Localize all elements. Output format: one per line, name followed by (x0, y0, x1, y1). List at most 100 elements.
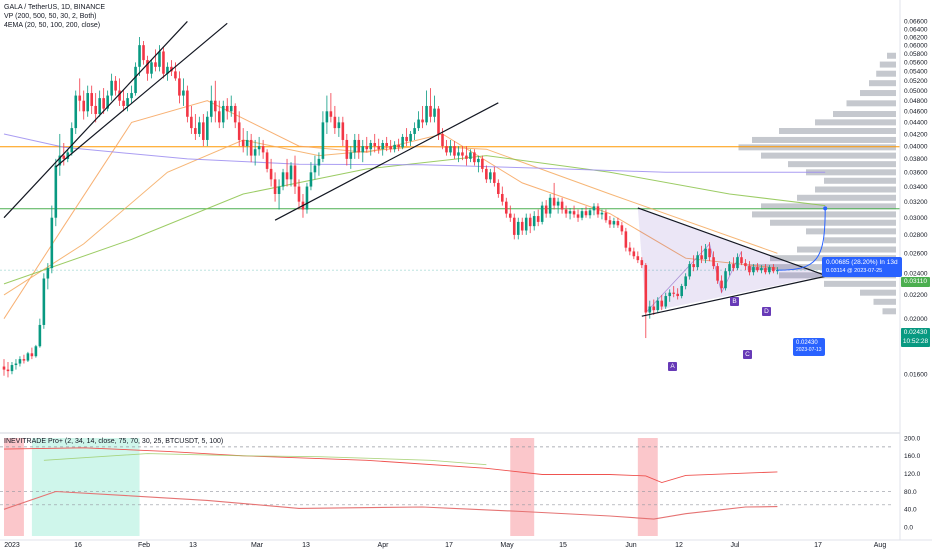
candle-body (660, 300, 664, 307)
candle-body (493, 172, 496, 183)
candle-body (225, 105, 229, 112)
oscillator-legend[interactable]: INEVITRADE Pro+ (2, 34, 14, close, 75, 7… (4, 438, 224, 445)
candle-body (150, 62, 153, 74)
price-tick-label: 0.06600 (904, 19, 928, 26)
candle-body (636, 256, 640, 261)
candle-body (461, 152, 464, 156)
candle-body (441, 133, 444, 147)
candle-body (261, 146, 265, 153)
candle-body (10, 365, 14, 372)
candle-body (206, 116, 209, 140)
candle-body (620, 225, 624, 232)
vp-indicator-label[interactable]: VP (200, 500, 50, 30, 2, Both) (4, 13, 97, 20)
candle-body (516, 221, 520, 235)
candle-body (377, 146, 381, 150)
time-tick-label: Mar (251, 542, 264, 549)
candle-body (604, 212, 608, 221)
volume-profile-bar (815, 186, 896, 193)
volume-profile-bar (860, 90, 896, 97)
volume-profile-bar (747, 264, 896, 271)
candle-body (600, 212, 604, 215)
candle-body (504, 201, 508, 214)
candle-body (285, 172, 289, 180)
candle-body (409, 133, 412, 142)
candle-body (174, 71, 177, 79)
candle-body (736, 257, 739, 269)
osc-tick-label: 120.0 (904, 471, 921, 478)
volume-profile-bar (788, 161, 896, 168)
candle-body (221, 105, 225, 123)
bar-countdown-badge: 10:52:28 (901, 337, 930, 347)
volume-profile-bar (761, 203, 896, 210)
last-price-box: 0.02430 2023-07-13 (793, 338, 825, 356)
price-range-measure-label[interactable]: 0.00685 (28.20%) In 13d 0.03114 @ 2023-0… (822, 257, 902, 277)
candle-body (548, 197, 552, 214)
volume-profile-bar (876, 70, 896, 77)
candle-body (82, 100, 86, 112)
osc-red-zone (510, 438, 535, 536)
candle-body (86, 93, 90, 112)
candle-body (532, 216, 536, 227)
candle-body (481, 158, 484, 169)
ema-indicator-label[interactable]: 4EMA (20, 50, 100, 200, close) (4, 22, 101, 29)
candle-body (656, 300, 660, 311)
candle-body (138, 45, 141, 67)
volume-profile-bar (815, 119, 896, 126)
candle-body (489, 172, 492, 180)
trendline-2 (55, 22, 228, 168)
price-tick-label: 0.03200 (904, 199, 928, 206)
trendlines[interactable] (3, 21, 828, 317)
price-tick-label: 0.06200 (904, 34, 928, 41)
candle-body (297, 186, 301, 202)
osc-lower-line (3, 490, 778, 520)
candle-body (14, 363, 18, 366)
candle-body (281, 172, 285, 187)
price-tick-label: 0.04800 (904, 98, 928, 105)
time-tick-label: Apr (378, 542, 390, 549)
candle-body (78, 95, 82, 101)
candle-body (508, 213, 512, 218)
measure-target-text: 0.03114 @ 2023-07-25 (826, 268, 883, 274)
candle-body (429, 105, 432, 117)
price-tick-label: 0.04200 (904, 131, 928, 138)
candle-body (70, 128, 74, 153)
volume-profile-bar (770, 219, 896, 226)
candle-body (417, 119, 420, 129)
candle-body (664, 296, 668, 307)
candle-body (540, 205, 544, 222)
candle-body (520, 221, 524, 231)
price-tick-label: 0.04400 (904, 120, 928, 127)
candle-body (54, 165, 58, 218)
candle-body (253, 149, 257, 156)
oscillator-lines (0, 446, 893, 520)
last-price-date: 2023-07-13 (796, 347, 822, 353)
time-tick-label: 17 (814, 542, 822, 549)
candle-body (102, 98, 105, 109)
candle-body (30, 353, 34, 357)
candle-body (162, 51, 165, 74)
pattern-fill (637, 207, 826, 313)
volume-profile-bar (824, 237, 896, 244)
candle-body (568, 211, 572, 214)
osc-green-line (43, 453, 487, 466)
candle-body (457, 152, 460, 156)
volume-profile-bar (846, 100, 896, 107)
price-tick-label: 0.01600 (904, 372, 928, 379)
candle-body (134, 66, 137, 94)
candle-body (385, 143, 388, 147)
time-tick-label: 16 (74, 542, 82, 549)
green-level-price-badge: 0.03110 (901, 277, 930, 287)
candle-body (249, 139, 253, 156)
candle-body (269, 168, 273, 180)
candle-body (273, 179, 277, 194)
candle-body (345, 139, 349, 159)
time-tick-label: 12 (675, 542, 683, 549)
candle-body (768, 267, 771, 273)
osc-tick-label: 80.0 (904, 489, 917, 496)
time-tick-label: 2023 (4, 542, 20, 549)
candle-body (325, 111, 329, 123)
candle-body (126, 98, 129, 106)
candle-body (277, 186, 281, 194)
volume-profile-bar (873, 298, 896, 305)
